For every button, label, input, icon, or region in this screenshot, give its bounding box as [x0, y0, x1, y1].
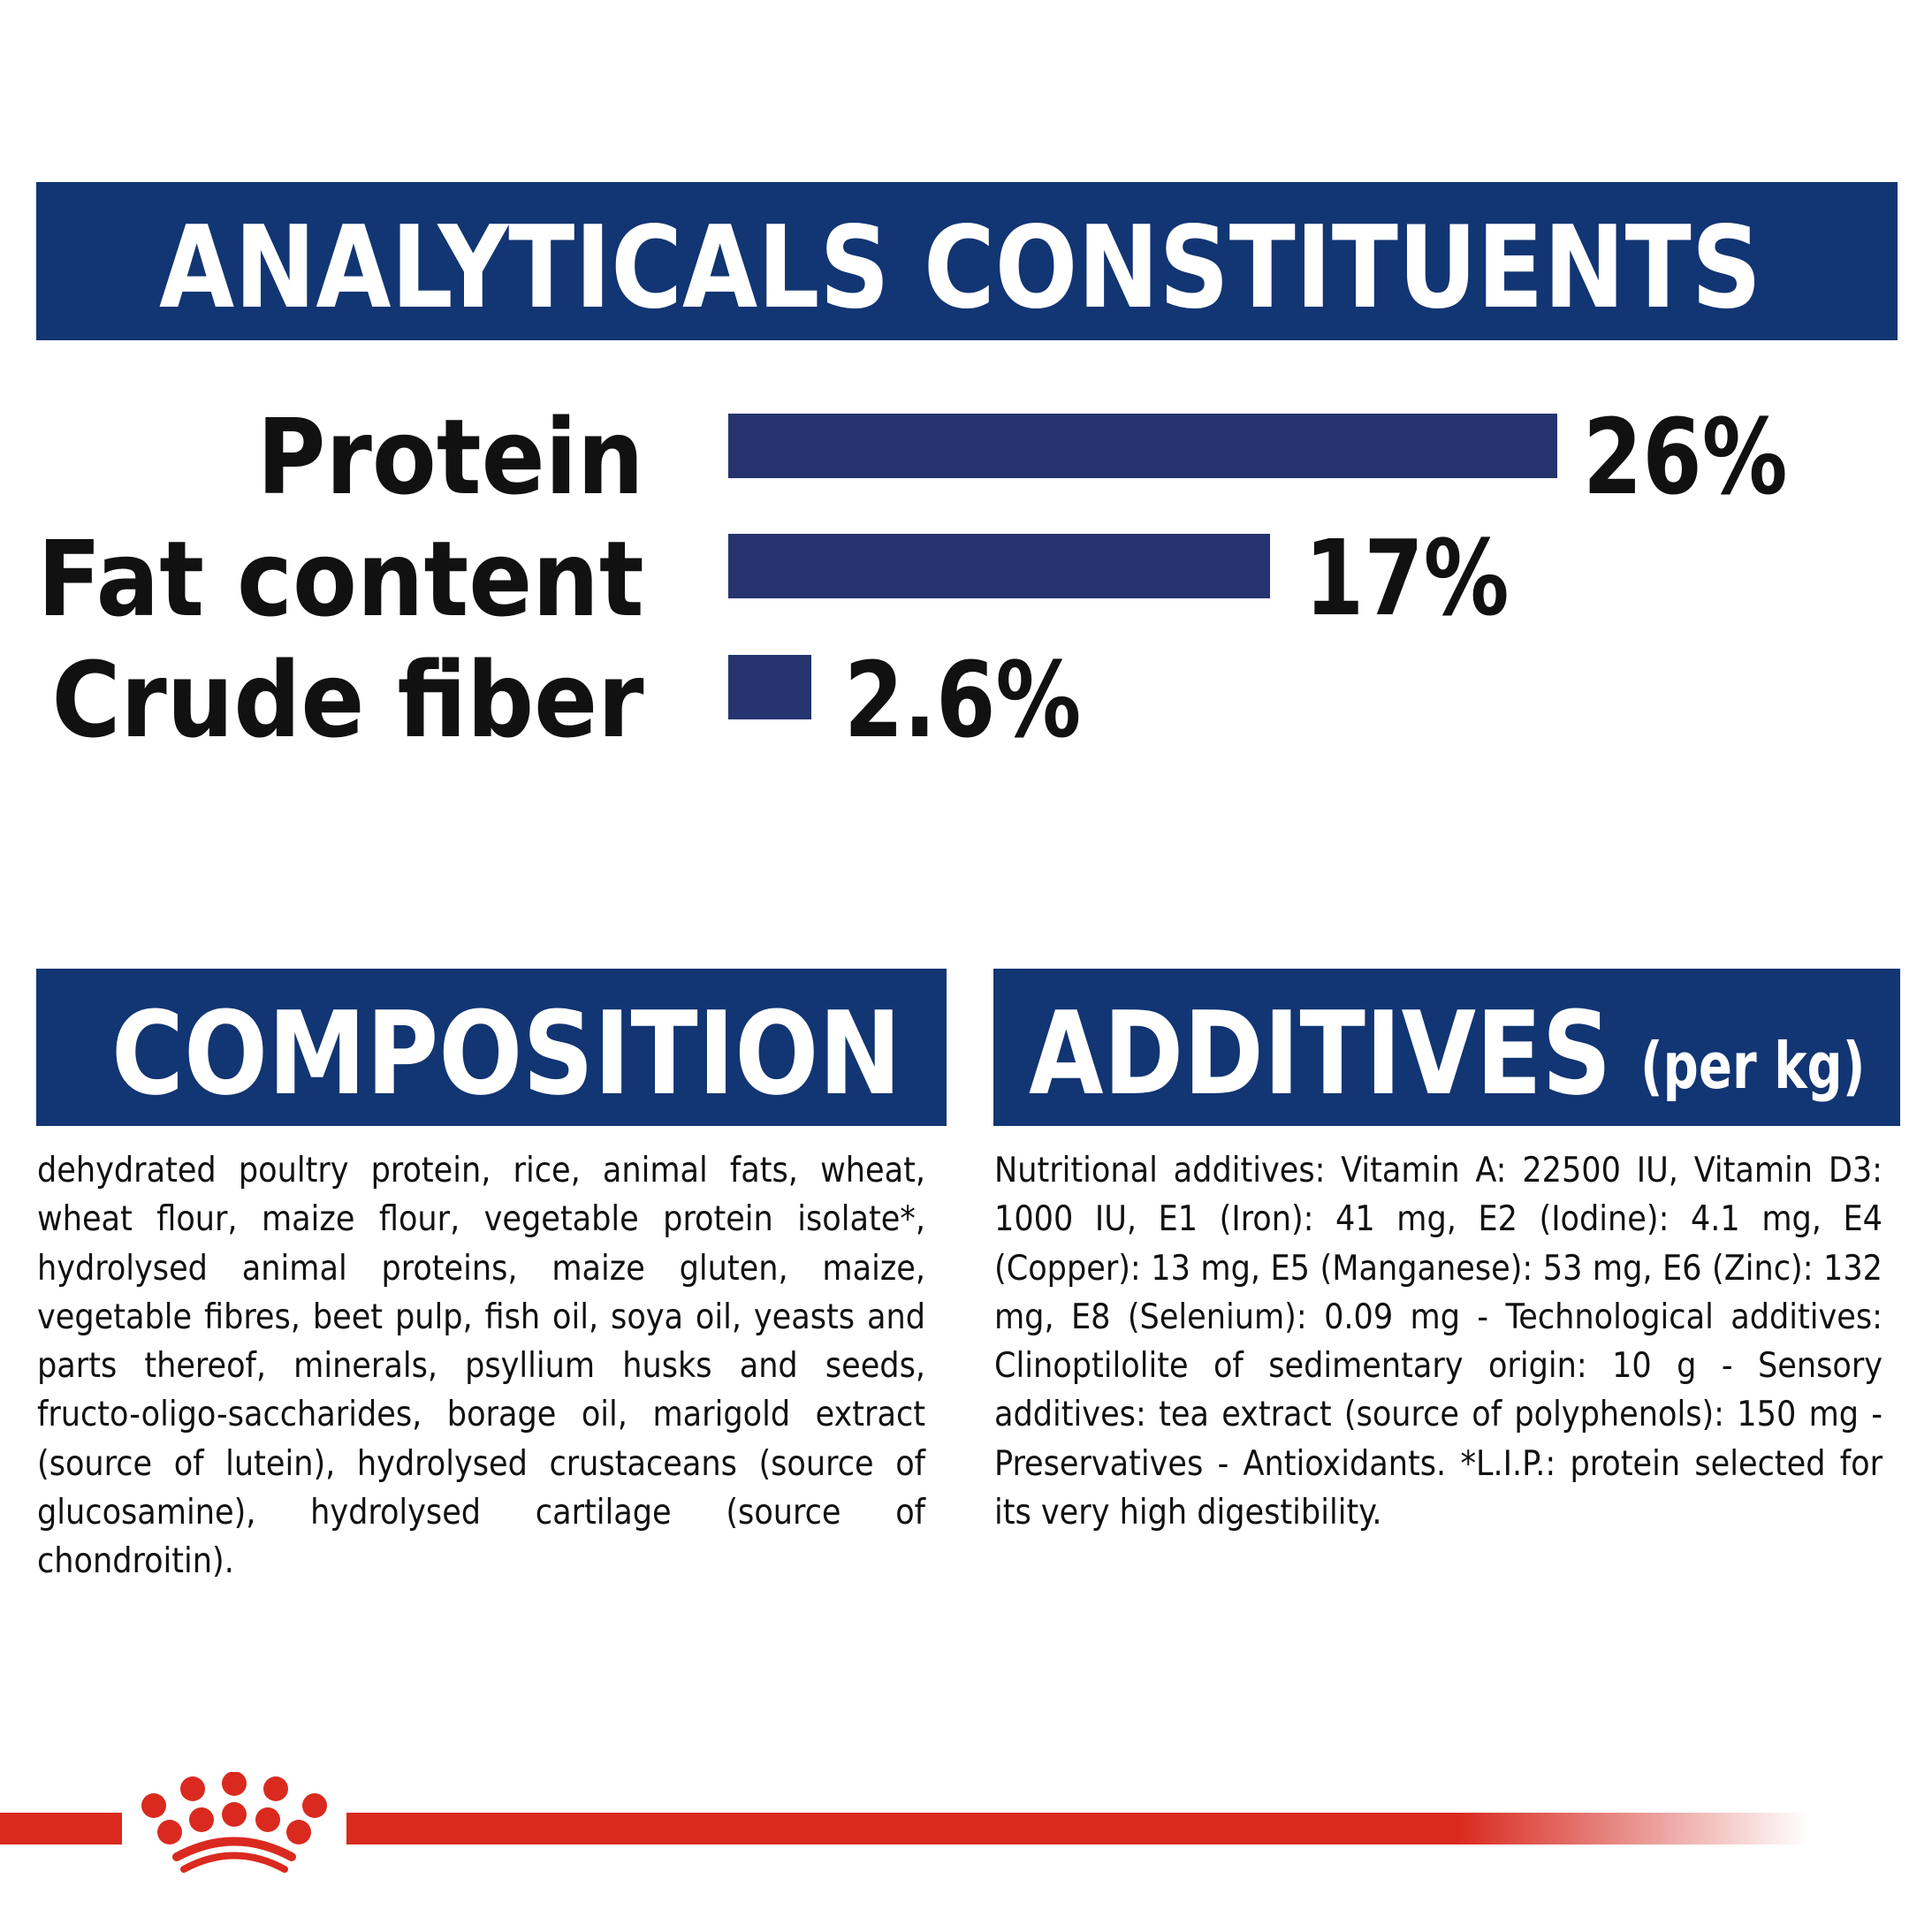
brand-line-right — [346, 1813, 1809, 1845]
label-crude-fiber: Crude fiber — [51, 639, 644, 761]
value-crude-fiber: 2.6% — [844, 639, 1082, 761]
section-title-analytical: ANALYTICALS CONSTITUENTS — [159, 202, 1761, 334]
value-protein: 26% — [1583, 396, 1788, 518]
value-fat-content: 17% — [1304, 517, 1510, 639]
additives-unit: (per kg) — [1640, 1029, 1866, 1103]
section-title-additives: ADDITIVES — [1029, 986, 1612, 1121]
composition-text: dehydrated poultry protein, rice, animal… — [37, 1151, 925, 1582]
crown-icon — [141, 1772, 327, 1873]
additives-text: Nutritional additives: Vitamin A: 22500 … — [994, 1151, 1883, 1533]
bar-fat-content — [728, 534, 1270, 598]
label-protein: Protein — [257, 396, 644, 518]
section-title-composition: COMPOSITION — [111, 986, 901, 1121]
composition-header — [36, 969, 947, 1126]
bar-crude-fiber — [728, 655, 811, 719]
additives-header — [993, 969, 1900, 1126]
analytical-constituents-header — [36, 182, 1898, 340]
bar-protein — [728, 414, 1557, 478]
brand-line-left — [0, 1813, 122, 1845]
label-fat-content: Fat content — [37, 518, 644, 640]
